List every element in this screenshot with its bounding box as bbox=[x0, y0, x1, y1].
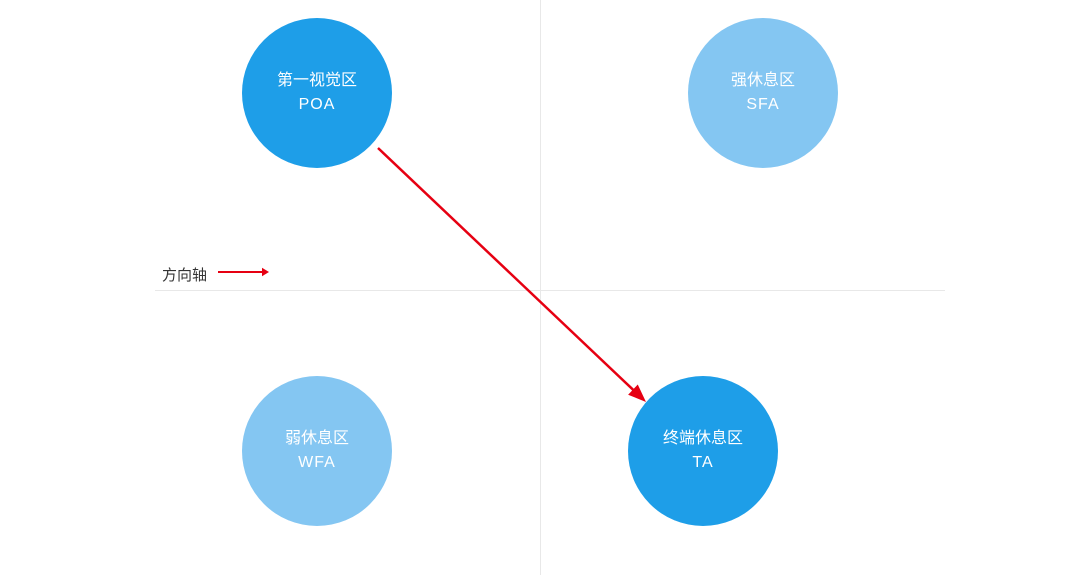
node-ta-title: 终端休息区 bbox=[663, 427, 743, 451]
axis-small-arrow bbox=[0, 0, 1080, 575]
node-wfa-code: WFA bbox=[298, 451, 336, 475]
node-poa: 第一视觉区 POA bbox=[242, 18, 392, 168]
node-ta-code: TA bbox=[692, 451, 713, 475]
node-ta: 终端休息区 TA bbox=[628, 376, 778, 526]
node-sfa-title: 强休息区 bbox=[731, 69, 795, 93]
node-poa-code: POA bbox=[299, 93, 336, 117]
node-poa-title: 第一视觉区 bbox=[277, 69, 357, 93]
node-sfa: 强休息区 SFA bbox=[688, 18, 838, 168]
node-wfa: 弱休息区 WFA bbox=[242, 376, 392, 526]
diagram-container: 方向轴 第一视觉区 POA 强休息区 SFA 弱休息区 WFA 终端休息区 TA bbox=[0, 0, 1080, 575]
node-wfa-title: 弱休息区 bbox=[285, 427, 349, 451]
node-sfa-code: SFA bbox=[746, 93, 779, 117]
